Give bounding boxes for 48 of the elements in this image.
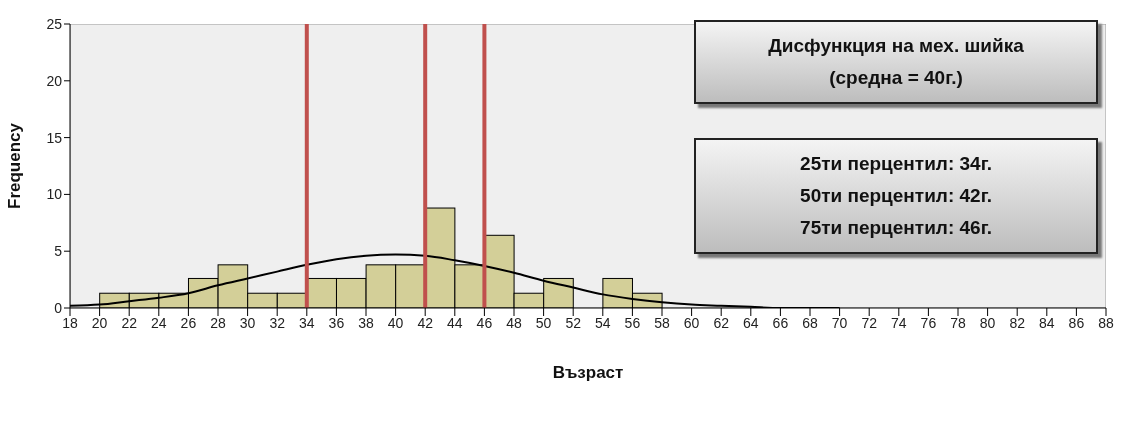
x-axis-title: Възраст xyxy=(552,363,624,382)
x-tick-label: 80 xyxy=(979,314,996,331)
annotation: 25ти перцентил: 34г. 50ти перцентил: 42г. 75ти перцентил: 46г. xyxy=(799,152,993,240)
y-tick-label: 5 xyxy=(54,243,63,260)
x-tick-label: 46 xyxy=(476,314,493,331)
note-box: 25ти перцентил: 34г. 50ти перцентил: 42г. 75ти перцентил: 46г. xyxy=(694,138,1098,254)
x-tick-label: 44 xyxy=(447,314,463,331)
x-tick-label: 76 xyxy=(920,314,937,331)
x-tick-label: 52 xyxy=(565,314,582,331)
x-tick-label: 68 xyxy=(802,314,818,331)
annotation: Дисфункция на мех. шийка (средна = 40г.) xyxy=(767,34,1025,90)
x-tick-label: 74 xyxy=(891,314,907,331)
x-tick-label: 60 xyxy=(683,314,700,331)
y-tick-label: 15 xyxy=(46,129,63,146)
x-tick-label: 84 xyxy=(1039,314,1055,331)
x-tick-label: 32 xyxy=(269,314,286,331)
x-tick-label: 66 xyxy=(772,314,789,331)
x-tick-label: 38 xyxy=(358,314,374,331)
x-tick-label: 22 xyxy=(121,314,138,331)
x-tick-label: 48 xyxy=(506,314,522,331)
x-tick-label: 72 xyxy=(861,314,878,331)
x-tick-label: 26 xyxy=(180,314,197,331)
y-axis-title: Frequency xyxy=(5,122,25,209)
x-tick-label: 28 xyxy=(210,314,226,331)
x-tick-label: 42 xyxy=(417,314,434,331)
x-tick-label: 20 xyxy=(91,314,108,331)
x-tick-label: 40 xyxy=(387,314,404,331)
x-tick-label: 34 xyxy=(299,314,315,331)
x-tick-label: 82 xyxy=(1009,314,1026,331)
x-tick-label: 30 xyxy=(239,314,256,331)
x-tick-label: 56 xyxy=(624,314,641,331)
x-tick-label: 54 xyxy=(595,314,611,331)
x-tick-label: 88 xyxy=(1098,314,1114,331)
x-tick-label: 50 xyxy=(535,314,552,331)
x-tick-label: 70 xyxy=(831,314,848,331)
x-tick-label: 18 xyxy=(62,314,78,331)
y-tick-label: 20 xyxy=(46,72,63,89)
x-tick-label: 36 xyxy=(328,314,345,331)
x-tick-label: 86 xyxy=(1068,314,1085,331)
x-tick-label: 64 xyxy=(743,314,759,331)
x-tick-label: 62 xyxy=(713,314,730,331)
x-tick-label: 58 xyxy=(654,314,670,331)
y-tick-label: 10 xyxy=(46,186,63,203)
note-box: Дисфункция на мех. шийка (средна = 40г.) xyxy=(694,20,1098,104)
y-tick-label: 25 xyxy=(46,15,63,32)
y-tick-label: 0 xyxy=(54,299,63,316)
x-tick-label: 24 xyxy=(151,314,167,331)
x-tick-label: 78 xyxy=(950,314,966,331)
